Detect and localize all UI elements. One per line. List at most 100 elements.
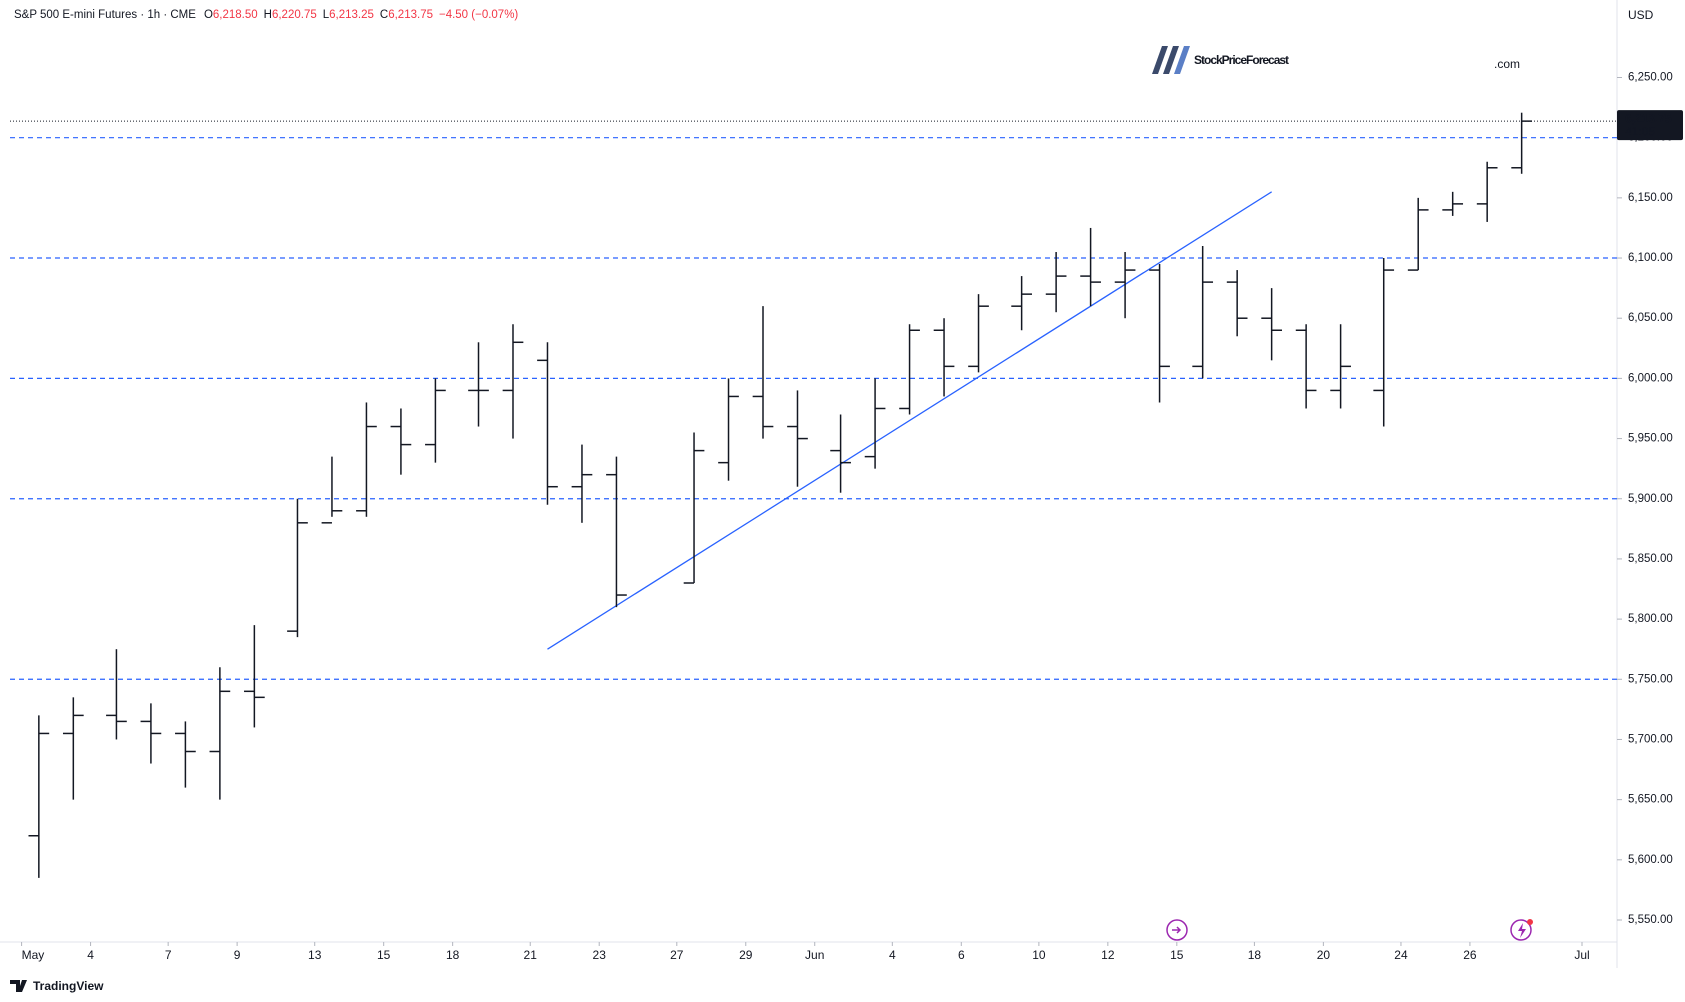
tv-icon — [10, 980, 27, 992]
x-tick-label: 23 — [593, 948, 607, 962]
ohlc-bar — [62, 697, 84, 800]
x-tick-label: 27 — [670, 948, 684, 962]
ohlc-bar — [1080, 227, 1101, 307]
y-tick-label: 6,000.00 — [1628, 372, 1673, 384]
ohlc-bar — [1330, 324, 1351, 409]
x-tick-label: 13 — [308, 948, 322, 962]
header-open-label: O — [204, 9, 213, 21]
ohlc-bar — [1149, 264, 1170, 403]
header-change: −4.50 (−0.07%) — [439, 9, 518, 21]
ohlc-bar — [752, 306, 774, 439]
ohlc-bar — [1114, 252, 1136, 319]
ohlc-bar — [468, 342, 489, 427]
y-tick-label: 5,950.00 — [1628, 433, 1673, 445]
ohlc-bar — [1045, 252, 1067, 313]
event-icon — [1166, 919, 1188, 941]
y-tick-label: 6,250.00 — [1628, 72, 1673, 84]
x-tick-label: 18 — [1248, 948, 1262, 962]
logo: StockPriceForecast .com — [1152, 46, 1520, 74]
ohlc-bar — [356, 402, 377, 517]
y-tick-label: 5,750.00 — [1628, 673, 1673, 685]
last-price-label: 6,213.75 — [1625, 111, 1672, 125]
ohlc-bar — [606, 456, 627, 608]
ohlc-bar — [1011, 276, 1032, 331]
countdown: 41:05 — [1625, 124, 1655, 138]
x-tick-label: 15 — [1170, 948, 1184, 962]
ohlc-bar — [864, 378, 886, 469]
currency: USD — [1628, 8, 1654, 22]
ohlc-bar — [1295, 324, 1317, 409]
ohlc-bar — [718, 378, 739, 481]
ohlc-bar — [1192, 246, 1214, 379]
event-icon-arrow — [1172, 926, 1182, 934]
ohlc-bar — [1226, 270, 1248, 337]
ohlc-bar — [390, 408, 412, 475]
bottom-icons — [1166, 919, 1533, 941]
logo-stripe — [1174, 46, 1190, 74]
y-tick-label: 5,900.00 — [1628, 493, 1673, 505]
x-tick-label: 4 — [87, 948, 94, 962]
ohlc-bar — [571, 444, 593, 523]
x-tick-label: 18 — [446, 948, 460, 962]
ohlc-bar — [537, 342, 558, 505]
ohlc-bar — [787, 390, 808, 487]
ohlc-bar — [968, 294, 989, 373]
x-tick-label: 21 — [524, 948, 538, 962]
ohlc-bar — [502, 324, 524, 439]
ohlc-bar — [830, 414, 851, 493]
y-tick-label: 5,700.00 — [1628, 733, 1673, 745]
last-price-tag — [1617, 110, 1683, 141]
ohlc-bar — [683, 432, 705, 584]
y-tick-label: 5,850.00 — [1628, 553, 1673, 565]
header-symbol: S&P 500 E-mini Futures · 1h · CME — [14, 9, 196, 21]
trendline — [547, 191, 1272, 650]
ohlc-bar — [1261, 288, 1282, 361]
ohlc-bar — [1407, 197, 1429, 271]
logo-text: StockPriceForecast — [1194, 53, 1289, 67]
plot-area — [10, 112, 1617, 878]
ohlc-bar — [175, 721, 196, 788]
y-tick-label: 5,550.00 — [1628, 914, 1673, 926]
x-tick-label: 20 — [1317, 948, 1331, 962]
x-tick-label: 6 — [958, 948, 965, 962]
y-tick-label: 6,100.00 — [1628, 252, 1673, 264]
logo-stripe — [1163, 46, 1179, 74]
y-tick-label: 5,650.00 — [1628, 794, 1673, 806]
x-tick-label: May — [22, 948, 45, 962]
tradingview-brand: TradingView — [10, 979, 104, 993]
logo-suffix: .com — [1494, 57, 1520, 71]
x-tick-label: 9 — [234, 948, 241, 962]
header-open: 6,218.50 — [213, 9, 258, 21]
x-tick-label: Jul — [1574, 948, 1589, 962]
ohlc-bar — [321, 456, 343, 524]
y-tick-label: 5,600.00 — [1628, 854, 1673, 866]
alert-dot — [1527, 919, 1533, 925]
ohlc-bar — [425, 378, 446, 463]
ohlc-bar — [1476, 161, 1498, 222]
header-low: 6,213.25 — [329, 9, 374, 21]
ohlc-bar — [140, 703, 162, 764]
ohlc-bar — [1373, 258, 1395, 427]
y-tick-label: 6,150.00 — [1628, 192, 1673, 204]
x-tick-label: 12 — [1101, 948, 1115, 962]
x-tick-label: Jun — [805, 948, 824, 962]
ohlc-bar — [106, 649, 127, 740]
ohlc-bar — [1442, 191, 1464, 216]
ohlc-bar — [899, 324, 920, 415]
alert-icon-bolt — [1518, 923, 1526, 938]
header-high-label: H — [264, 9, 272, 21]
header-close-label: C — [380, 9, 388, 21]
ohlc-bar — [287, 498, 308, 638]
header-ohlc: O6,218.50 H6,220.75 L6,213.25 C6,213.75 −4.5… — [204, 9, 518, 21]
x-tick-label: 7 — [165, 948, 172, 962]
x-tick-label: 29 — [739, 948, 753, 962]
ohlc-bar — [933, 318, 955, 397]
ohlc-bar — [28, 715, 50, 878]
alert-icon — [1510, 919, 1532, 941]
tv-text: TradingView — [33, 979, 104, 993]
x-tick-label: 26 — [1463, 948, 1477, 962]
header-low-label: L — [323, 9, 330, 21]
logo-stripe — [1152, 46, 1168, 74]
